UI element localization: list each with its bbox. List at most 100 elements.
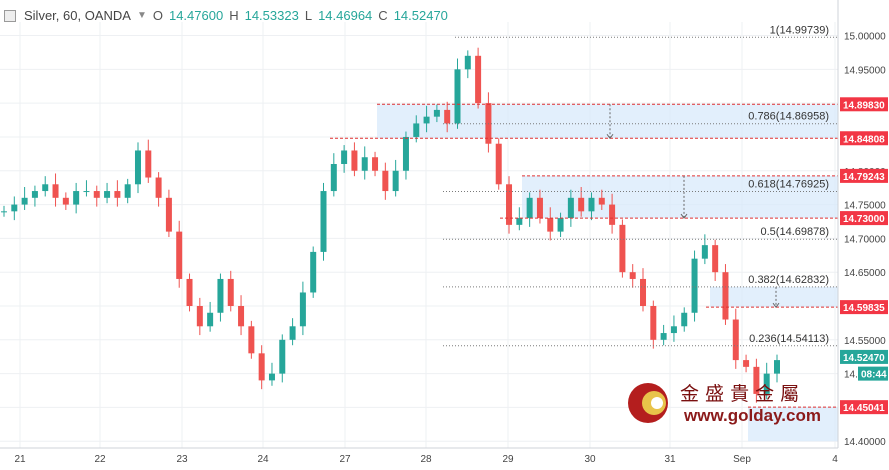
- candle-body: [238, 306, 245, 327]
- candle-body: [506, 184, 513, 225]
- candle-body: [464, 55, 471, 70]
- fib-zone: [710, 286, 838, 308]
- fib-label: 1(14.99739): [770, 24, 829, 36]
- candle-body: [372, 157, 379, 171]
- candle-body: [557, 218, 564, 232]
- candle-body: [227, 278, 234, 306]
- candle-body: [619, 224, 626, 273]
- candle-body: [681, 312, 688, 327]
- close-label: C: [378, 8, 388, 23]
- symbol-title[interactable]: Silver, 60, OANDA: [24, 8, 131, 23]
- price-tick-label: 14.95000: [844, 65, 886, 76]
- candle-body: [640, 278, 647, 306]
- candle-body: [104, 191, 111, 198]
- price-tag-label: 14.79243: [843, 172, 885, 183]
- candle-body: [475, 55, 482, 104]
- candle-body: [722, 272, 729, 320]
- fib-label: 0.236(14.54113): [749, 333, 829, 345]
- fib-zone: [377, 104, 838, 139]
- price-tag-box: [840, 211, 888, 226]
- candle-body: [423, 116, 430, 124]
- candle-body: [73, 191, 80, 205]
- price-tag-box: [840, 349, 888, 364]
- projection-arrowhead: [606, 133, 614, 140]
- price-tag-box: [840, 97, 888, 112]
- price-tag-label: 14.89830: [843, 100, 885, 111]
- symbol-color-icon[interactable]: [4, 9, 16, 22]
- candle-body: [330, 164, 337, 192]
- candle-body: [701, 245, 708, 259]
- candle-body: [763, 373, 770, 394]
- candle-body: [299, 292, 306, 327]
- candle-body: [258, 353, 265, 381]
- price-tags: 14.89830 14.84808 14.79243 14.73000 14.59835…: [840, 97, 888, 415]
- candle-body: [433, 109, 440, 117]
- candle-body: [495, 143, 502, 185]
- candle-body: [176, 231, 183, 279]
- candle-body: [155, 177, 162, 198]
- price-tag-label: 14.84808: [843, 134, 885, 145]
- candle-body: [310, 251, 317, 293]
- candle-body: [279, 339, 286, 374]
- candle-body: [42, 184, 49, 192]
- candle-body: [11, 204, 18, 212]
- candle-body: [186, 278, 193, 306]
- candle-body: [526, 197, 533, 219]
- candle-body: [165, 197, 172, 232]
- fib-label: 0.382(14.62832): [748, 274, 829, 286]
- candle-body: [392, 170, 399, 192]
- chart-grid: [0, 22, 838, 448]
- candle-body: [402, 136, 409, 171]
- candle-body: [454, 69, 461, 124]
- candle-body: [114, 191, 121, 198]
- collapse-chevron-icon[interactable]: ▼: [136, 10, 147, 21]
- candle-body: [124, 184, 131, 198]
- fib-label: 0.5(14.69878): [761, 226, 830, 238]
- price-tick-label: 15.00000: [844, 32, 886, 43]
- open-label: O: [152, 8, 163, 23]
- date-tick-label: 24: [257, 454, 269, 465]
- candle-body: [320, 191, 327, 252]
- candle-body: [670, 326, 677, 334]
- candle-body: [289, 326, 296, 340]
- price-tag-label: 14.59835: [843, 303, 885, 314]
- candle-body: [361, 157, 368, 171]
- candle-body: [217, 278, 224, 313]
- date-tick-label: 31: [664, 454, 676, 465]
- price-tag-box: [840, 131, 888, 146]
- candle-body: [341, 150, 348, 164]
- price-tag-label: 14.52470: [843, 353, 885, 364]
- candle-body: [609, 204, 616, 225]
- open-value: 14.47600: [168, 8, 224, 23]
- candle-body: [21, 197, 28, 205]
- date-tick-label: 4: [832, 454, 838, 465]
- candle-body: [145, 150, 152, 178]
- candle-body: [774, 360, 780, 374]
- fib-label: 0.618(14.76925): [748, 179, 829, 191]
- golday-logo-dot: [651, 397, 663, 409]
- candle-body: [743, 360, 750, 367]
- candle-body: [1, 211, 7, 213]
- price-tag-box: [840, 300, 888, 315]
- candle-body: [62, 197, 69, 205]
- candle-body: [536, 197, 543, 219]
- candle-body: [382, 170, 389, 192]
- price-tick-label: 14.40000: [844, 437, 886, 448]
- candle-body: [248, 326, 255, 354]
- candle-body: [268, 373, 275, 381]
- candle-body: [93, 191, 100, 198]
- fib-label: 0.786(14.86958): [748, 111, 829, 123]
- price-tag-box: [858, 366, 888, 381]
- chart-header: Silver, 60, OANDA ▼ O 14.47600 H 14.53323 …: [4, 8, 448, 23]
- candle-body: [691, 258, 698, 313]
- fib-zones: [377, 104, 838, 442]
- date-tick-label: 21: [14, 454, 26, 465]
- low-value: 14.46964: [318, 8, 373, 23]
- price-tick-label: 14.55000: [844, 336, 886, 347]
- date-tick-label: 23: [176, 454, 188, 465]
- candle-body: [207, 312, 214, 327]
- close-value: 14.52470: [393, 8, 448, 23]
- candle-body: [732, 319, 739, 361]
- price-tag-label: 08:44: [861, 370, 887, 381]
